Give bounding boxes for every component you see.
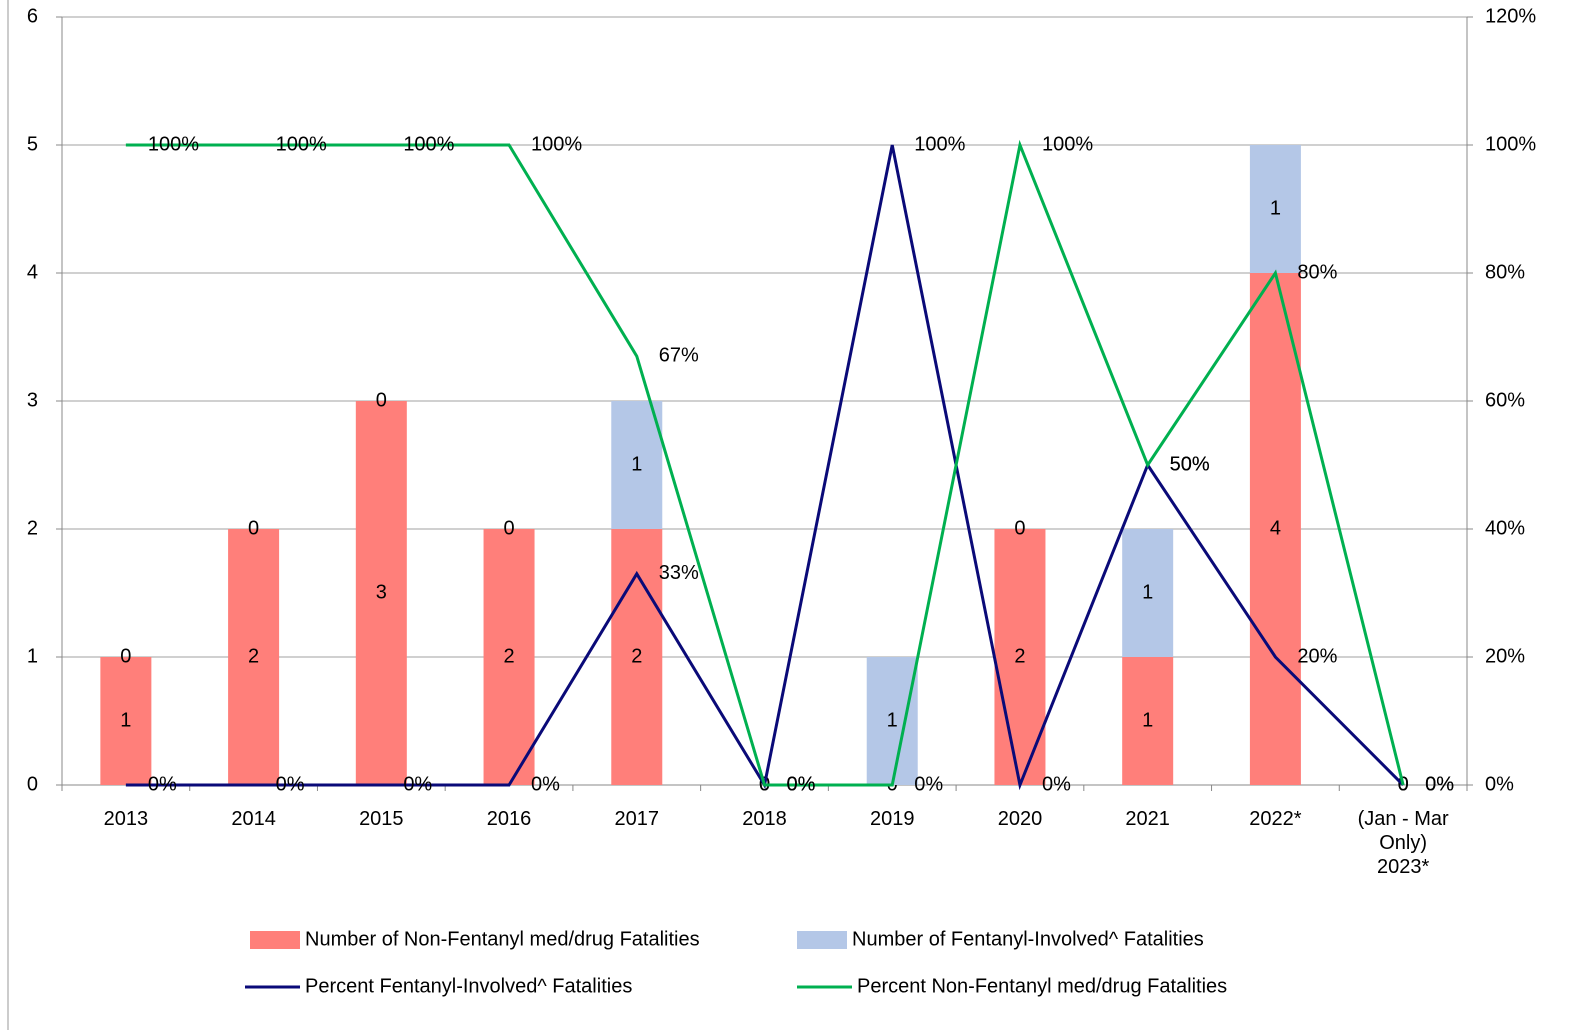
y-tick-label: 2 <box>27 517 38 539</box>
legend-label: Percent Fentanyl-Involved^ Fatalities <box>305 975 632 997</box>
y2-tick-label: 80% <box>1485 261 1525 283</box>
legend-label: Percent Non-Fentanyl med/drug Fatalities <box>857 975 1227 997</box>
bar-label: 1 <box>1142 581 1153 603</box>
bar-label: 1 <box>887 709 898 731</box>
x-tick-label: 2014 <box>231 808 276 830</box>
bar-label: 0 <box>503 517 514 539</box>
line <box>125 139 1405 787</box>
legend-label: Number of Non-Fentanyl med/drug Fataliti… <box>305 928 700 950</box>
bar-label: 1 <box>1270 197 1281 219</box>
bar <box>1249 273 1301 785</box>
line-label: 100% <box>531 133 582 155</box>
y-tick-label: 6 <box>27 5 38 27</box>
line-label: 0% <box>531 773 560 795</box>
line-label: 0% <box>1042 773 1071 795</box>
x-tick-label: 2019 <box>869 808 915 830</box>
line-label: 80% <box>1297 261 1337 283</box>
bar-label: 2 <box>1014 645 1025 667</box>
line-label: 100% <box>403 133 454 155</box>
legend-swatch <box>797 931 847 949</box>
bar-label: 0 <box>376 389 387 411</box>
line-label: 0% <box>1425 773 1454 795</box>
line-label: 0% <box>148 773 177 795</box>
line-label: 100% <box>1042 133 1093 155</box>
line-label: 67% <box>659 344 699 366</box>
bar <box>483 529 535 785</box>
bar <box>100 657 152 785</box>
bar-label: 0 <box>1014 517 1025 539</box>
bar <box>355 401 407 785</box>
bar <box>1249 145 1301 273</box>
line-label: 0% <box>276 773 305 795</box>
line-label: 50% <box>1170 453 1210 475</box>
bar-label: 2 <box>631 645 642 667</box>
bar <box>611 401 663 529</box>
x-tick-label: 2017 <box>614 808 660 830</box>
bar-label: 4 <box>1270 517 1281 539</box>
x-tick-label: 2021 <box>1125 808 1170 830</box>
line-label: 20% <box>1297 645 1337 667</box>
legend-swatch <box>250 931 300 949</box>
line-label: 0% <box>914 773 943 795</box>
line-label: 50% <box>1170 453 1210 475</box>
bar-label: 3 <box>376 581 387 603</box>
y2-tick-label: 100% <box>1485 133 1536 155</box>
line-label: 0% <box>787 773 816 795</box>
x-tick-label: 2016 <box>486 808 532 830</box>
bar-label: 1 <box>631 453 642 475</box>
x-tick-label: (Jan - Mar Only) 2023* <box>1357 808 1449 878</box>
line-label: 100% <box>148 133 199 155</box>
y2-tick-label: 40% <box>1485 517 1525 539</box>
line-label: 0% <box>787 773 816 795</box>
y2-tick-label: 0% <box>1485 773 1514 795</box>
bar <box>1122 657 1174 785</box>
line <box>125 144 1405 791</box>
bar <box>228 529 280 785</box>
y-tick-label: 1 <box>27 645 38 667</box>
bar-label: 2 <box>248 645 259 667</box>
x-tick-label: 2013 <box>103 808 149 830</box>
x-tick-label: 2018 <box>742 808 787 830</box>
x-tick-label: 2020 <box>997 808 1043 830</box>
legend-label: Number of Fentanyl-Involved^ Fatalities <box>852 928 1204 950</box>
y2-tick-label: 120% <box>1485 5 1536 27</box>
bar-label: 2 <box>503 645 514 667</box>
y2-tick-label: 20% <box>1485 645 1525 667</box>
bar-label: 1 <box>120 709 131 731</box>
line-label: 0% <box>403 773 432 795</box>
bar-label: 0 <box>248 517 259 539</box>
x-tick-label: 2015 <box>359 808 404 830</box>
y-tick-label: 4 <box>27 261 38 283</box>
y-tick-label: 3 <box>27 389 38 411</box>
bar <box>866 657 918 785</box>
line-label: 100% <box>276 133 327 155</box>
y2-tick-label: 60% <box>1485 389 1525 411</box>
line-label: 33% <box>659 562 699 584</box>
line-label: 0% <box>1425 773 1454 795</box>
line-label: 100% <box>914 133 965 155</box>
x-tick-label: 2022* <box>1249 808 1302 830</box>
bar-label: 0 <box>120 645 131 667</box>
y-tick-label: 0 <box>27 773 38 795</box>
y-tick-label: 5 <box>27 133 38 155</box>
bar-label: 1 <box>1142 709 1153 731</box>
bar <box>1122 529 1174 657</box>
